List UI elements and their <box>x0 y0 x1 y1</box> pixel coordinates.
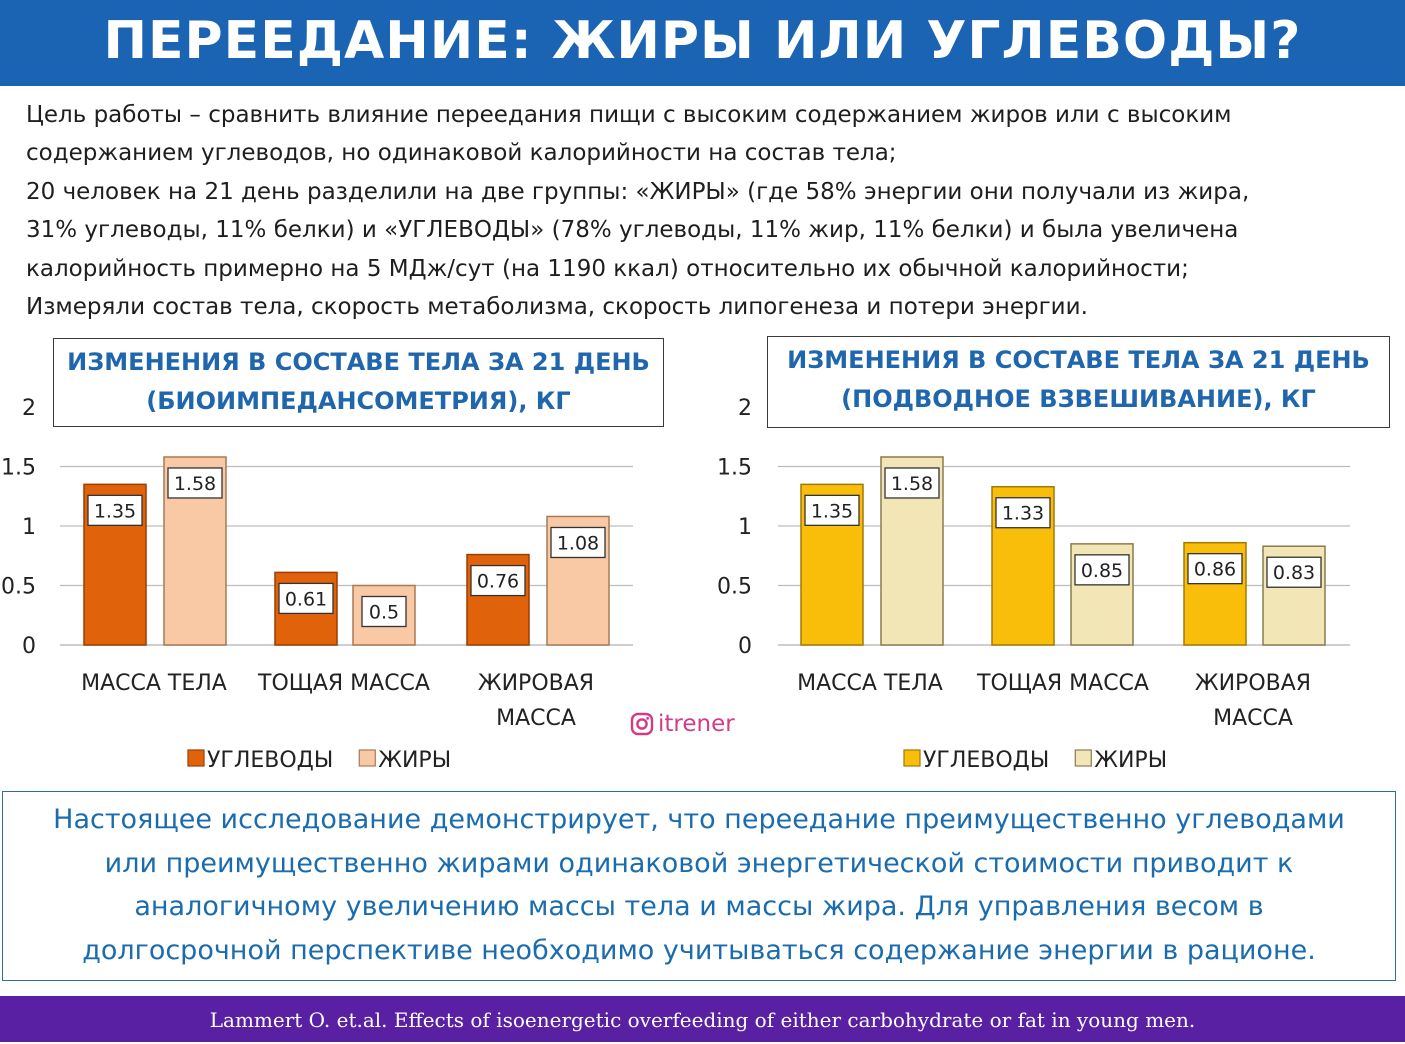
data-label-box <box>1074 554 1130 586</box>
chart-title-line: (ПОДВОДНОЕ ВЗВЕШИВАНИЕ), КГ <box>841 385 1316 413</box>
legend-label: ЖИРЫ <box>1094 748 1167 773</box>
y-tick-label: 0 <box>738 634 752 659</box>
y-tick-label: 0 <box>22 634 36 659</box>
data-label: 0.86 <box>1194 559 1236 581</box>
data-label-box <box>804 494 860 526</box>
legend-swatch <box>1074 749 1092 767</box>
conclusion-line: или преимущественно жирами одинаковой эн… <box>104 847 1294 879</box>
chart-title-bioimpedance: ИЗМЕНЕНИЯ В СОСТАВЕ ТЕЛА ЗА 21 ДЕНЬ (БИО… <box>53 338 664 427</box>
category-label: ЖИРОВАЯ <box>478 671 594 696</box>
legend-label: УГЛЕВОДЫ <box>923 748 1049 773</box>
citation-footer: Lammert O. et.al. Effects of isoenergeti… <box>0 996 1405 1042</box>
intro-line: Цель работы – сравнить влияние переедани… <box>26 102 1232 128</box>
data-label: 1.33 <box>1002 503 1044 525</box>
data-label-box <box>470 564 526 597</box>
data-label-box <box>1187 553 1243 585</box>
y-tick-label: 0.5 <box>717 575 752 600</box>
category-label: МАССА ТЕЛА <box>81 671 227 696</box>
y-tick-label: 2 <box>738 396 752 421</box>
chart-title-line: ИЗМЕНЕНИЯ В СОСТАВЕ ТЕЛА ЗА 21 ДЕНЬ <box>787 346 1370 374</box>
data-label-box <box>87 494 143 526</box>
intro-text: Цель работы – сравнить влияние переедани… <box>26 96 1396 326</box>
chart-underwater-weighing: 0 0.5 1 1.5 2 1.35 1.33 0.86 1.58 0.85 0.83 МАССА Т… <box>717 396 1350 773</box>
category-label: МАССА <box>1213 706 1293 731</box>
data-label: 1.08 <box>557 532 599 554</box>
intro-line: 20 человек на 21 день разделили на две г… <box>26 178 1250 205</box>
data-label: 1.35 <box>811 500 853 522</box>
y-tick-label: 1 <box>22 515 36 540</box>
category-label: ТОЩАЯ МАССА <box>976 671 1149 696</box>
y-tick-label: 1.5 <box>717 456 752 481</box>
instagram-icon <box>630 712 654 736</box>
intro-line: содержанием углеводов, но одинаковой кал… <box>26 140 897 167</box>
legend-swatch <box>187 749 205 767</box>
chart-bioimpedance: 0 0.5 1 1.5 2 1.35 0.61 0.76 1.58 0.5 1.08 МАССА ТЕ… <box>1 396 633 773</box>
y-tick-label: 2 <box>22 396 36 421</box>
conclusion-box: Настоящее исследование демонстрирует, чт… <box>2 791 1396 981</box>
data-label: 0.76 <box>477 571 519 593</box>
legend-swatch <box>903 749 921 767</box>
data-label: 1.58 <box>174 473 216 495</box>
chart-title-line: (БИОИМПЕДАНСОМЕТРИЯ), КГ <box>146 387 571 415</box>
page-title: ПЕРЕЕДАНИЕ: ЖИРЫ ИЛИ УГЛЕВОДЫ? <box>103 11 1302 71</box>
category-label: ЖИРОВАЯ <box>1195 671 1311 696</box>
y-tick-label: 1 <box>738 515 752 540</box>
data-label-box <box>884 467 940 499</box>
data-label: 0.61 <box>285 588 327 610</box>
conclusion-line: Настоящее исследование демонстрирует, чт… <box>53 804 1345 835</box>
chart-title-underwater-weighing: ИЗМЕНЕНИЯ В СОСТАВЕ ТЕЛА ЗА 21 ДЕНЬ (ПОД… <box>767 336 1390 428</box>
citation-text: Lammert O. et.al. Effects of isoenergeti… <box>209 1008 1196 1032</box>
data-label-box <box>550 526 606 559</box>
watermark-text: itrener <box>658 711 735 737</box>
conclusion-line: аналогичному увеличению массы тела и мас… <box>134 891 1264 922</box>
legend-label: УГЛЕВОДЫ <box>207 748 333 773</box>
data-label-box <box>167 467 223 499</box>
category-label: МАССА ТЕЛА <box>797 671 943 696</box>
category-label: МАССА <box>496 706 576 731</box>
data-label-box <box>278 582 334 615</box>
y-tick-label: 1.5 <box>1 456 36 481</box>
page-header: ПЕРЕЕДАНИЕ: ЖИРЫ ИЛИ УГЛЕВОДЫ? <box>0 0 1405 86</box>
conclusion-line: долгосрочной перспективе необходимо учит… <box>82 934 1316 966</box>
intro-line: калорийность примерно на 5 МДж/сут (на 1… <box>26 255 1189 282</box>
data-label: 0.85 <box>1081 560 1123 582</box>
data-label: 1.58 <box>891 473 933 495</box>
legend-swatch <box>358 749 376 767</box>
data-label: 1.35 <box>94 500 136 522</box>
legend-label: ЖИРЫ <box>378 748 451 773</box>
data-label-box <box>995 497 1051 529</box>
intro-line: Измеряли состав тела, скорость метаболиз… <box>26 294 1088 321</box>
chart-title-line: ИЗМЕНЕНИЯ В СОСТАВЕ ТЕЛА ЗА 21 ДЕНЬ <box>67 348 650 376</box>
data-label-box <box>361 595 407 628</box>
category-label: ТОЩАЯ МАССА <box>257 671 430 696</box>
data-label: 0.83 <box>1273 562 1315 584</box>
watermark: itrener <box>630 708 735 740</box>
data-label-box <box>1266 556 1322 588</box>
y-tick-label: 0.5 <box>1 575 36 600</box>
intro-line: 31% углеводы, 11% белки) и «УГЛЕВОДЫ» (7… <box>26 217 1239 244</box>
data-label: 0.5 <box>369 602 399 624</box>
